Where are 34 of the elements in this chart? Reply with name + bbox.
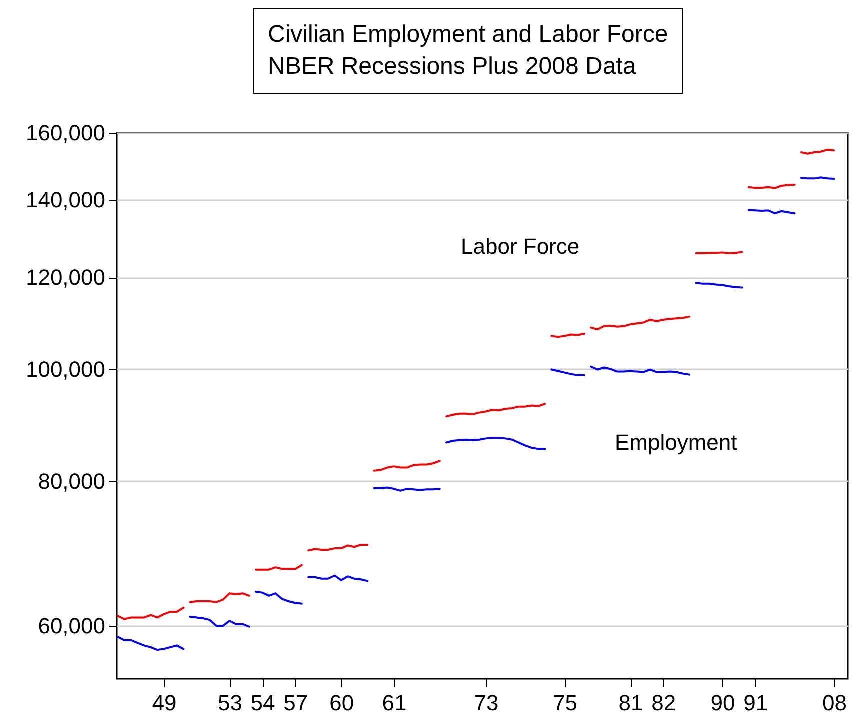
y-tick-label: 140,000 [26, 188, 106, 213]
x-tick-label: 82 [652, 690, 676, 716]
y-tick-label: 60,000 [38, 614, 106, 639]
y-tick-label: 80,000 [38, 468, 106, 494]
x-tick-label: 75 [553, 690, 578, 716]
line-series [373, 460, 441, 472]
line-series [189, 592, 250, 604]
chart-subtitle: NBER Recessions Plus 2008 Data [268, 52, 638, 82]
line-series [189, 616, 250, 628]
x-tick-label: 91 [744, 690, 768, 716]
line-series [446, 403, 546, 418]
y-tick-label: 120,000 [26, 265, 106, 290]
annotation: Labor Force [461, 234, 580, 260]
x-tick-label: 57 [284, 690, 308, 716]
y-tick-label: 100,000 [26, 356, 106, 382]
x-tick-label: 73 [474, 690, 499, 716]
x-tick-label: 53 [218, 690, 242, 716]
line-series [590, 366, 691, 376]
line-series [590, 316, 691, 331]
chart-title: Civilian Employment and Labor Force [268, 20, 668, 50]
x-tick-label: 08 [822, 690, 847, 716]
x-tick-label: 90 [710, 690, 736, 716]
line-series [254, 591, 303, 605]
x-tick-label: 61 [382, 690, 407, 716]
title-box: Civilian Employment and Labor Force NBER Recessions Plus 2008 Data [253, 8, 684, 94]
x-tick-label: 81 [618, 690, 644, 716]
y-tick-label: 160,000 [26, 120, 106, 146]
x-tick-label: 60 [330, 690, 354, 716]
line-series [116, 636, 185, 652]
annotation: Employment [615, 430, 738, 456]
x-tick-label: 54 [250, 690, 276, 716]
line-series [446, 437, 546, 450]
x-tick-label: 49 [152, 690, 177, 716]
line-series [116, 606, 185, 620]
